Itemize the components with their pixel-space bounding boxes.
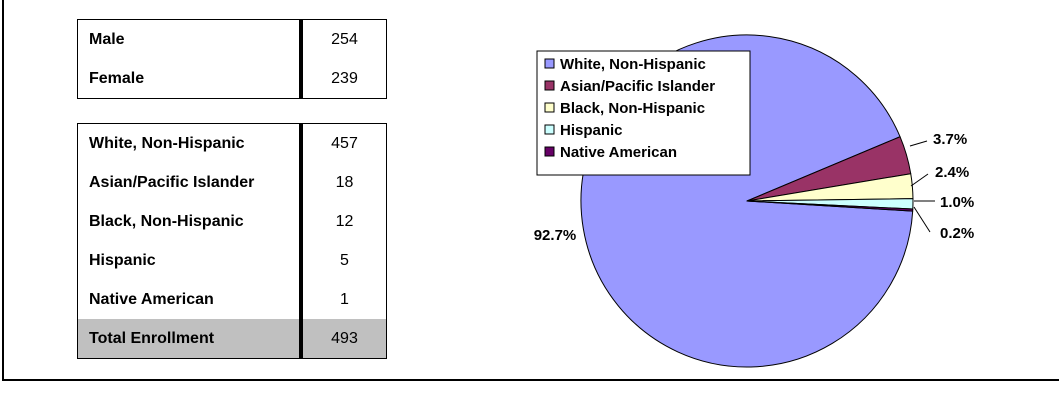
frame-left-border: [2, 0, 4, 381]
data-label: 2.4%: [935, 164, 969, 181]
chart-legend: White, Non-Hispanic Asian/Pacific Islande…: [536, 50, 751, 176]
data-label: 0.2%: [940, 225, 974, 242]
legend-label: Native American: [560, 144, 677, 161]
row-value: 239: [299, 59, 387, 99]
row-value: 1: [299, 280, 387, 319]
slice-native-american: [746, 200, 914, 212]
total-row: Total Enrollment 493: [77, 319, 387, 359]
row-label: Native American: [89, 290, 214, 308]
row-label: Female: [89, 69, 145, 87]
total-value: 493: [299, 319, 387, 359]
row-label: Asian/Pacific Islander: [89, 173, 255, 191]
row-value: 12: [299, 202, 387, 241]
gender-table: Male 254 Female 239: [77, 19, 387, 99]
legend-box: [536, 50, 751, 176]
data-label: 1.0%: [940, 194, 974, 211]
row-label: White, Non-Hispanic: [89, 134, 245, 152]
legend-swatch: [544, 58, 555, 69]
legend-swatch: [544, 102, 555, 113]
legend-swatch: [544, 124, 555, 135]
legend-label: Asian/Pacific Islander: [560, 78, 715, 95]
table-row: Female 239: [78, 59, 387, 99]
row-label: Male: [89, 30, 125, 48]
table-row: Black, Non-Hispanic 12: [78, 202, 387, 241]
race-table: White, Non-Hispanic 457 Asian/Pacific Is…: [77, 123, 387, 359]
leader-line: [910, 173, 929, 187]
row-label: Hispanic: [89, 251, 156, 269]
row-label: Black, Non-Hispanic: [89, 212, 244, 230]
table-row: Asian/Pacific Islander 18: [78, 163, 387, 202]
table-row: White, Non-Hispanic 457: [78, 123, 387, 163]
leader-line: [913, 206, 931, 233]
table-row: Hispanic 5: [78, 241, 387, 280]
legend-label: Hispanic: [560, 122, 623, 139]
row-value: 5: [299, 241, 387, 280]
row-value: 254: [299, 19, 387, 59]
data-label: 3.7%: [933, 131, 967, 148]
legend-swatch: [544, 146, 555, 157]
legend-swatch: [544, 80, 555, 91]
row-value: 457: [299, 123, 387, 163]
legend-label: White, Non-Hispanic: [560, 56, 706, 73]
total-label: Total Enrollment: [77, 319, 301, 359]
table-row: Native American 1: [78, 280, 387, 319]
frame-bottom-border: [2, 379, 1059, 381]
row-value: 18: [299, 163, 387, 202]
table-row: Male 254: [78, 19, 387, 59]
legend-label: Black, Non-Hispanic: [560, 100, 705, 117]
data-label: 92.7%: [534, 227, 577, 244]
leader-line: [909, 140, 928, 147]
